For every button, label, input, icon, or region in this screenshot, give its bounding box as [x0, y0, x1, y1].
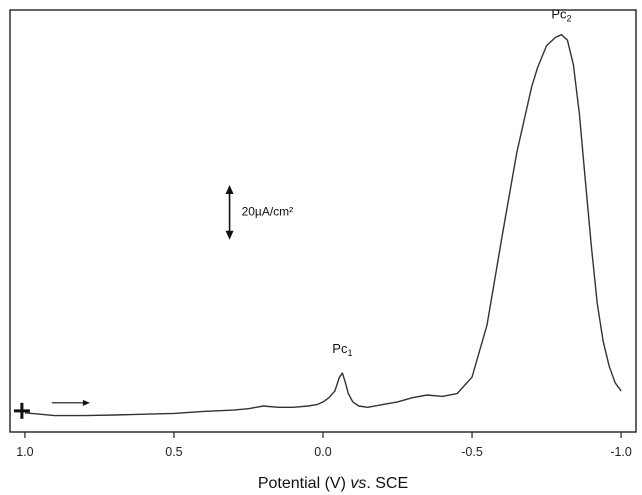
x-tick-label: 0.0 [314, 445, 331, 459]
x-tick-label: -1.0 [610, 445, 632, 459]
x-tick-label: -0.5 [461, 445, 483, 459]
scale-bar-arrowhead-bottom [225, 230, 234, 240]
x-axis-label-prefix: Potential (V) [258, 475, 350, 492]
scale-bar-label: 20µA/cm² [242, 204, 294, 218]
scale-bar-arrowhead-top [225, 185, 234, 194]
peak-label-pc2: Pc2 [551, 7, 571, 24]
annotation-layer: Pc1 Pc2 20µA/cm² [13, 7, 572, 419]
ticks-layer: 1.0 0.5 0.0 -0.5 -1.0 [16, 432, 632, 459]
x-tick-label: 1.0 [16, 445, 33, 459]
series-layer [24, 34, 622, 417]
axes-layer [9, 9, 637, 433]
x-axis-label-italic: vs [350, 475, 366, 492]
x-axis-label: Potential (V) vs. SCE [258, 475, 408, 492]
x-tick-label: 0.5 [165, 445, 182, 459]
x-axis-label-suffix: . SCE [366, 475, 408, 492]
cv-curve [24, 34, 622, 417]
plot-frame [9, 9, 637, 433]
scan-direction-arrowhead [82, 399, 90, 406]
peak-label-pc1: Pc1 [332, 341, 352, 358]
